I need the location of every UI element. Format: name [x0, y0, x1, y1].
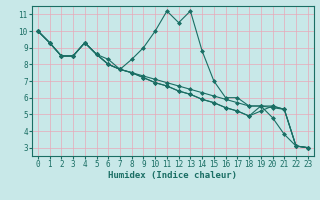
X-axis label: Humidex (Indice chaleur): Humidex (Indice chaleur) — [108, 171, 237, 180]
